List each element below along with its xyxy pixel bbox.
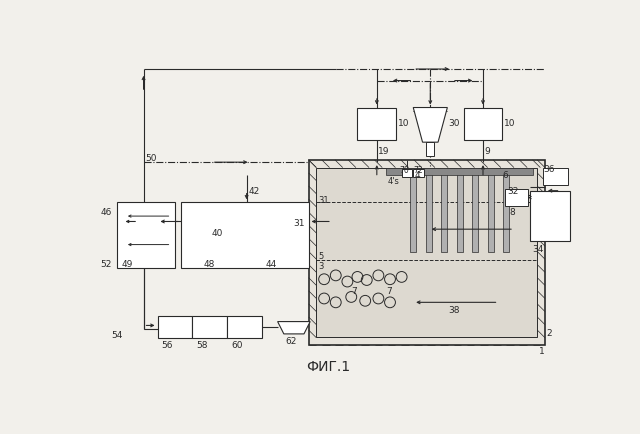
Text: 62: 62 xyxy=(285,337,297,346)
Bar xyxy=(457,168,463,252)
Text: 52: 52 xyxy=(100,260,111,269)
Text: 40: 40 xyxy=(212,229,223,238)
Text: 31: 31 xyxy=(293,219,305,228)
Bar xyxy=(157,316,193,338)
Text: ФИГ.1: ФИГ.1 xyxy=(306,360,350,374)
Bar xyxy=(180,202,308,268)
Bar xyxy=(426,142,434,156)
Bar xyxy=(441,168,447,252)
Bar xyxy=(316,168,537,337)
Text: 42: 42 xyxy=(249,187,260,196)
Text: 32: 32 xyxy=(507,187,518,196)
Text: 8: 8 xyxy=(509,207,515,217)
Text: 44: 44 xyxy=(266,260,277,269)
Text: 36: 36 xyxy=(543,165,555,174)
Text: 72: 72 xyxy=(413,166,423,175)
Bar xyxy=(402,169,412,177)
Bar xyxy=(472,168,478,252)
Text: 31: 31 xyxy=(319,196,330,205)
Text: 49: 49 xyxy=(121,260,132,269)
Text: 6: 6 xyxy=(502,171,508,181)
Text: 46: 46 xyxy=(100,208,111,217)
Text: 7: 7 xyxy=(386,287,392,296)
Text: 10: 10 xyxy=(397,119,409,128)
Text: 5: 5 xyxy=(318,252,323,261)
Polygon shape xyxy=(278,322,310,334)
Bar xyxy=(543,168,568,184)
Text: 70: 70 xyxy=(399,166,409,175)
Text: 34: 34 xyxy=(532,245,543,253)
Text: 54: 54 xyxy=(111,331,122,340)
Bar xyxy=(227,316,262,338)
Text: 2: 2 xyxy=(547,329,552,338)
Text: 50: 50 xyxy=(145,155,157,164)
Text: 4's: 4's xyxy=(388,177,399,186)
Text: 9: 9 xyxy=(484,147,490,156)
Text: 60: 60 xyxy=(231,341,243,350)
Bar xyxy=(410,168,417,252)
Text: 3: 3 xyxy=(318,262,323,271)
Bar xyxy=(463,108,502,140)
Text: 4: 4 xyxy=(415,171,420,181)
Bar xyxy=(358,108,396,140)
Text: 58: 58 xyxy=(196,341,208,350)
Polygon shape xyxy=(413,108,447,142)
Text: 30: 30 xyxy=(448,119,460,128)
Bar xyxy=(488,168,494,252)
Bar xyxy=(413,169,424,177)
Text: 10: 10 xyxy=(504,119,515,128)
Text: 1: 1 xyxy=(539,347,545,356)
Bar xyxy=(308,160,545,345)
Text: 48: 48 xyxy=(204,260,216,269)
Bar xyxy=(505,189,528,206)
Text: 7: 7 xyxy=(351,287,357,296)
Bar xyxy=(117,202,175,268)
Bar xyxy=(503,168,509,252)
Text: 38: 38 xyxy=(448,306,460,315)
Bar xyxy=(426,168,432,252)
Text: 19: 19 xyxy=(378,147,390,156)
Bar xyxy=(529,191,570,241)
Text: 56: 56 xyxy=(161,341,173,350)
Bar xyxy=(193,316,227,338)
Bar xyxy=(386,168,533,175)
